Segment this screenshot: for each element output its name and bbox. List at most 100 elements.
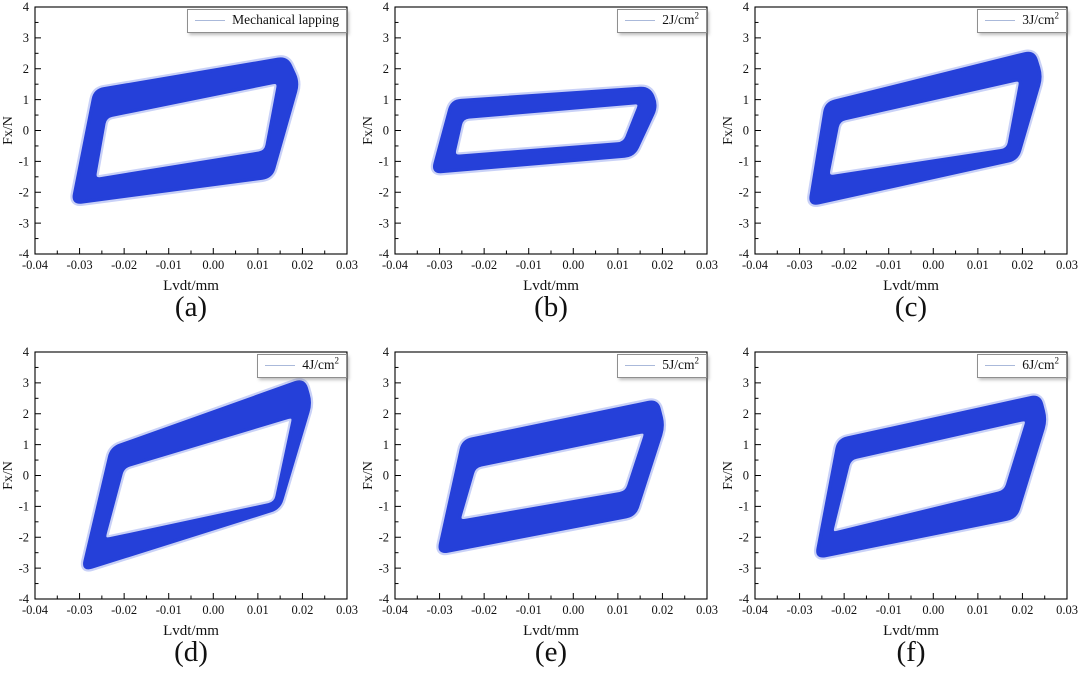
svg-text:-1: -1	[379, 155, 389, 169]
plot-b: -0.04 -0.03 -0.02 -0.01 0.00 0.01 0.02 0.03 -4 -3…	[361, 0, 718, 323]
tick-labels: -0.04 -0.03 -0.02 -0.01 0.00 0.01 0.02 0.03 -4 -3…	[19, 0, 358, 272]
y-axis-title: Fx/N	[721, 461, 736, 490]
svg-text:-4: -4	[379, 247, 390, 261]
svg-text:-2: -2	[379, 530, 389, 544]
legend-line-sample	[625, 19, 656, 21]
svg-text:0.03: 0.03	[696, 603, 718, 617]
svg-text:0: 0	[383, 124, 389, 138]
subplot-c: -0.04 -0.03 -0.02 -0.01 0.00 0.01 0.02 0.03 -4 -3…	[720, 0, 1080, 345]
svg-text:0: 0	[23, 124, 29, 138]
subplot-f: -0.04 -0.03 -0.02 -0.01 0.00 0.01 0.02 0.03 -4 -3…	[720, 345, 1080, 677]
svg-text:4: 4	[383, 345, 390, 359]
svg-text:0.01: 0.01	[967, 603, 989, 617]
svg-text:0.03: 0.03	[1056, 603, 1078, 617]
svg-text:0.03: 0.03	[336, 603, 358, 617]
svg-text:0.00: 0.00	[562, 258, 584, 272]
svg-text:-0.03: -0.03	[787, 603, 813, 617]
svg-text:2: 2	[743, 62, 749, 76]
svg-text:0.00: 0.00	[922, 258, 944, 272]
svg-text:-2: -2	[19, 185, 29, 199]
legend-box-f: 6J/cm2	[977, 354, 1067, 378]
svg-text:2: 2	[23, 407, 29, 421]
svg-text:-3: -3	[739, 561, 749, 575]
svg-text:4: 4	[743, 345, 750, 359]
svg-text:0.01: 0.01	[967, 258, 989, 272]
svg-text:3: 3	[23, 31, 29, 45]
svg-text:-3: -3	[739, 216, 749, 230]
hysteresis-loop	[816, 395, 1047, 558]
legend-superscript: 2	[1054, 355, 1060, 366]
x-axis-title: Lvdt/mm	[523, 278, 579, 294]
legend-line-sample	[195, 19, 226, 21]
svg-text:1: 1	[23, 438, 29, 452]
legend-superscript: 2	[694, 10, 700, 21]
svg-text:-0.02: -0.02	[831, 258, 857, 272]
svg-text:4: 4	[743, 0, 750, 14]
panel-label: (b)	[534, 291, 568, 323]
plot-frame	[394, 351, 708, 600]
svg-text:-0.01: -0.01	[516, 258, 542, 272]
svg-text:1: 1	[23, 93, 29, 107]
svg-text:-3: -3	[19, 216, 29, 230]
svg-text:4: 4	[23, 0, 30, 14]
svg-text:-0.01: -0.01	[876, 258, 902, 272]
y-axis-title: Fx/N	[1, 461, 16, 490]
plot-c: -0.04 -0.03 -0.02 -0.01 0.00 0.01 0.02 0.03 -4 -3…	[721, 0, 1078, 323]
hysteresis-loop	[809, 51, 1042, 205]
svg-text:-0.04: -0.04	[742, 603, 769, 617]
x-axis-title: Lvdt/mm	[523, 623, 579, 639]
svg-text:-0.02: -0.02	[111, 603, 137, 617]
svg-text:0.01: 0.01	[247, 258, 269, 272]
plot-frame	[34, 351, 348, 600]
axis-ticks	[394, 351, 708, 600]
plot-e: -0.04 -0.03 -0.02 -0.01 0.00 0.01 0.02 0.03 -4 -3…	[361, 345, 718, 668]
x-axis-title: Lvdt/mm	[163, 623, 219, 639]
svg-text:-3: -3	[379, 561, 389, 575]
svg-text:1: 1	[383, 438, 389, 452]
svg-text:0: 0	[23, 469, 29, 483]
svg-text:-0.02: -0.02	[831, 603, 857, 617]
svg-text:0.00: 0.00	[202, 603, 224, 617]
svg-text:-4: -4	[19, 592, 30, 606]
svg-text:-1: -1	[739, 500, 749, 514]
svg-text:2: 2	[383, 62, 389, 76]
svg-text:-2: -2	[739, 530, 749, 544]
svg-text:-4: -4	[739, 247, 750, 261]
svg-text:0.03: 0.03	[696, 258, 718, 272]
svg-text:0.00: 0.00	[922, 603, 944, 617]
svg-text:-0.02: -0.02	[471, 603, 497, 617]
subplot-d: -0.04 -0.03 -0.02 -0.01 0.00 0.01 0.02 0.03 -4 -3…	[0, 345, 360, 677]
panel-label: (a)	[175, 291, 207, 323]
subplot-a: -0.04 -0.03 -0.02 -0.01 0.00 0.01 0.02 0.03 -4 -3…	[0, 0, 360, 345]
subplot-e: -0.04 -0.03 -0.02 -0.01 0.00 0.01 0.02 0.03 -4 -3…	[360, 345, 720, 677]
svg-text:-1: -1	[379, 500, 389, 514]
svg-text:-0.04: -0.04	[742, 258, 769, 272]
hysteresis-loop	[438, 400, 664, 554]
svg-text:-0.04: -0.04	[382, 603, 409, 617]
svg-text:3: 3	[23, 376, 29, 390]
legend-label: 3J/cm2	[1022, 10, 1059, 27]
svg-text:-0.01: -0.01	[516, 603, 542, 617]
hysteresis-loop	[72, 57, 299, 204]
legend-line-sample	[625, 364, 656, 366]
plot-frame	[754, 351, 1068, 600]
plot-a: -0.04 -0.03 -0.02 -0.01 0.00 0.01 0.02 0.03 -4 -3…	[1, 0, 358, 323]
svg-text:2: 2	[383, 407, 389, 421]
svg-text:-3: -3	[379, 216, 389, 230]
panel-label: (e)	[535, 636, 567, 668]
legend-box-b: 2J/cm2	[617, 9, 707, 33]
svg-text:0.02: 0.02	[1011, 258, 1033, 272]
svg-text:0: 0	[743, 124, 749, 138]
svg-text:-2: -2	[739, 185, 749, 199]
svg-text:-0.04: -0.04	[382, 258, 409, 272]
legend-box-a: Mechanical lapping	[187, 9, 347, 33]
legend-label: 4J/cm2	[302, 355, 339, 372]
svg-text:-4: -4	[379, 592, 390, 606]
tick-labels: -0.04 -0.03 -0.02 -0.01 0.00 0.01 0.02 0.03 -4 -3…	[19, 345, 358, 617]
svg-text:-0.01: -0.01	[156, 258, 182, 272]
svg-text:4: 4	[383, 0, 390, 14]
svg-text:-0.04: -0.04	[22, 603, 49, 617]
x-axis-title: Lvdt/mm	[883, 278, 939, 294]
svg-text:-1: -1	[739, 155, 749, 169]
